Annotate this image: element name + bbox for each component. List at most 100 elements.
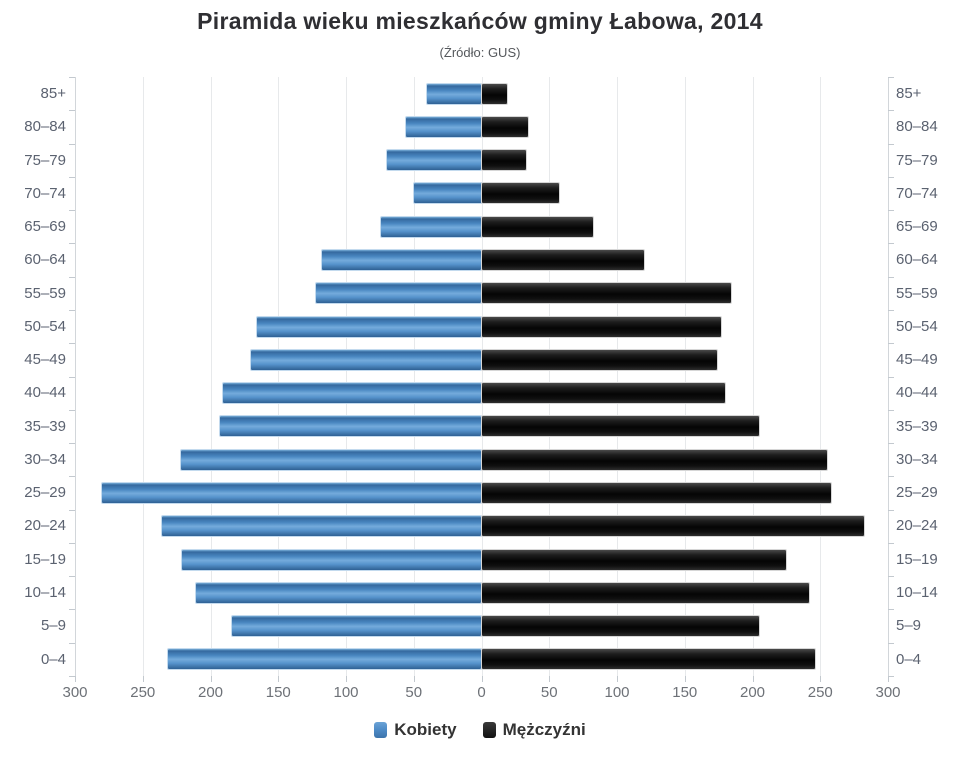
age-group-label-right: 50–54 xyxy=(896,317,938,335)
y-axis-tick-left xyxy=(69,443,75,445)
bar-men-40–44 xyxy=(481,383,726,404)
age-group-label-left: 60–64 xyxy=(24,251,66,269)
gridline xyxy=(481,77,483,676)
age-group-label-left: 80–84 xyxy=(24,118,66,136)
age-group-label-right: 75–79 xyxy=(896,151,938,169)
bar-women-70–74 xyxy=(413,183,482,204)
y-axis-tick-left xyxy=(69,642,75,644)
age-group-label-right: 80–84 xyxy=(896,118,938,136)
age-group-label-left: 40–44 xyxy=(24,384,66,402)
legend-item-kobiety[interactable]: Kobiety xyxy=(374,720,457,740)
y-axis-tick-left xyxy=(69,476,75,478)
bar-men-10–14 xyxy=(481,582,810,603)
bar-women-85+ xyxy=(427,83,482,104)
bar-women-25–29 xyxy=(102,482,482,503)
y-axis-line xyxy=(75,77,76,676)
gridline xyxy=(617,77,618,676)
chart-subtitle: (Źródło: GUS) xyxy=(439,45,521,60)
x-tick-label: 50 xyxy=(540,684,558,701)
y-axis-tick-left xyxy=(69,576,75,578)
y-axis-tick-left xyxy=(69,409,75,411)
mezczyzni-swatch-icon xyxy=(482,722,496,738)
y-axis-tick-left xyxy=(69,609,75,611)
y-axis-tick-right xyxy=(888,576,894,578)
y-axis-tick-left xyxy=(69,309,75,311)
y-axis-tick-left xyxy=(69,676,75,677)
y-axis-tick-right xyxy=(888,243,894,245)
y-axis-tick-right xyxy=(888,642,894,644)
y-axis-tick-left xyxy=(69,210,75,212)
x-axis-tick xyxy=(549,676,551,682)
age-group-label-right: 25–29 xyxy=(896,484,938,502)
y-axis-tick-right xyxy=(888,210,894,212)
gridline xyxy=(413,77,415,676)
y-axis-tick-right xyxy=(888,309,894,311)
age-group-label-left: 35–39 xyxy=(24,417,66,435)
y-axis-tick-left xyxy=(69,176,75,178)
bar-women-0–4 xyxy=(168,649,482,670)
age-group-label-left: 15–19 xyxy=(24,550,66,568)
bar-women-60–64 xyxy=(321,250,482,271)
age-group-label-left: 50–54 xyxy=(24,317,66,335)
x-axis-tick xyxy=(752,676,754,682)
x-axis-tick xyxy=(413,676,415,682)
x-tick-label: 100 xyxy=(604,684,630,701)
age-group-label-right: 60–64 xyxy=(896,251,938,269)
bar-men-20–24 xyxy=(481,516,864,537)
x-tick-label: 200 xyxy=(197,684,224,701)
gridline xyxy=(820,77,822,676)
x-tick-label: 150 xyxy=(265,684,291,701)
gridline xyxy=(278,77,280,676)
age-group-label-right: 30–34 xyxy=(896,450,938,468)
y-axis-left: 85+ 80–84 75–79 70–74 65–69 60–64 55–59 50–54 45… xyxy=(0,77,66,676)
x-tick-label: 300 xyxy=(875,684,901,701)
bar-men-15–19 xyxy=(481,549,787,570)
bar-men-5–9 xyxy=(481,616,760,637)
legend-item-mezczyzni[interactable]: Mężczyźni xyxy=(482,720,586,740)
x-axis-tick xyxy=(142,676,144,682)
x-axis-tick xyxy=(820,676,822,682)
age-group-label-left: 55–59 xyxy=(24,284,66,302)
y-axis-tick-left xyxy=(69,77,75,78)
age-group-label-right: 20–24 xyxy=(896,517,938,535)
bar-men-35–39 xyxy=(481,416,760,437)
y-axis-tick-right xyxy=(888,343,894,345)
mezczyzni-legend-label: Mężczyźni xyxy=(502,720,586,739)
chart-title: Piramida wieku mieszkańców gminy Łabowa,… xyxy=(197,8,763,34)
x-axis-tick xyxy=(346,676,347,682)
gridline xyxy=(549,77,551,676)
y-axis-tick-right xyxy=(888,176,894,178)
age-group-label-left: 0–4 xyxy=(40,650,66,668)
age-group-label-right: 35–39 xyxy=(896,417,938,435)
bar-men-25–29 xyxy=(481,482,832,503)
y-axis-tick-left xyxy=(69,110,75,112)
y-axis-tick-right xyxy=(888,77,894,78)
x-tick-label: 0 xyxy=(477,684,486,701)
y-axis-tick-right xyxy=(888,443,894,445)
x-axis-tick xyxy=(210,676,212,682)
x-tick-label: 250 xyxy=(807,684,833,701)
age-group-label-left: 85+ xyxy=(40,85,66,102)
age-group-label-left: 25–29 xyxy=(24,484,66,502)
bar-women-15–19 xyxy=(182,549,482,570)
gridline xyxy=(752,77,754,676)
bar-men-70–74 xyxy=(481,183,559,204)
y-axis-tick-left xyxy=(69,343,75,345)
bar-men-75–79 xyxy=(481,150,527,171)
y-axis-tick-left xyxy=(69,542,75,544)
bar-women-10–14 xyxy=(195,582,482,603)
y-axis-tick-right xyxy=(888,276,894,278)
age-group-label-left: 5–9 xyxy=(40,617,66,635)
gridline xyxy=(346,77,347,676)
y-axis-tick-left xyxy=(69,509,75,511)
gridline xyxy=(684,77,686,676)
bar-women-55–59 xyxy=(316,283,482,304)
y-axis-tick-right xyxy=(888,376,894,378)
age-group-label-right: 55–59 xyxy=(896,284,938,302)
x-tick-label: 200 xyxy=(739,684,766,701)
gridline xyxy=(210,77,212,676)
kobiety-swatch-icon xyxy=(374,722,388,738)
age-group-label-right: 10–14 xyxy=(896,583,938,601)
age-group-label-left: 70–74 xyxy=(24,184,66,202)
